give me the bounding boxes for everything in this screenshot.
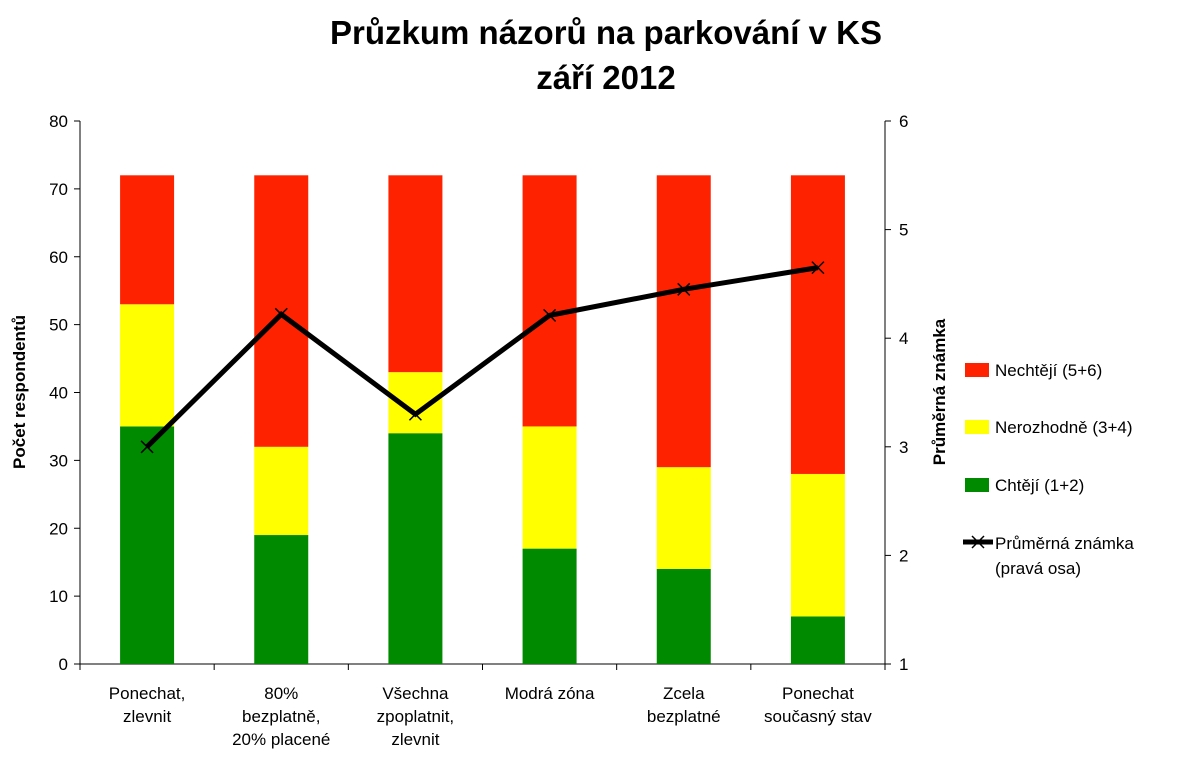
- bar-segment: [388, 433, 443, 664]
- bar-segment: [254, 175, 309, 447]
- line-point: [140, 440, 154, 454]
- chart-title-line-1: Průzkum názorů na parkování v KS: [330, 14, 882, 51]
- x-tick-label: Ponechat: [782, 684, 854, 703]
- bar-segment: [254, 446, 309, 536]
- y2-axis-title: Průměrná známka: [930, 318, 949, 465]
- legend-label: Průměrná známka: [995, 534, 1134, 553]
- legend-swatch: [965, 478, 989, 492]
- x-tick-label: Ponechat,: [109, 684, 186, 703]
- x-tick-label: 80%: [264, 684, 298, 703]
- line-point: [408, 407, 422, 421]
- bar-segment: [522, 175, 577, 427]
- bar-segment: [656, 467, 711, 569]
- x-tick-label: zpoplatnit,: [377, 707, 455, 726]
- legend-label: Chtějí (1+2): [995, 476, 1084, 495]
- legend-line-marker: [971, 535, 985, 549]
- y-tick-label: 70: [49, 180, 68, 199]
- legend-label: Nechtějí (5+6): [995, 361, 1102, 380]
- y-tick-label: 60: [49, 248, 68, 267]
- bar-segment: [120, 175, 175, 305]
- y-tick-label: 30: [49, 451, 68, 470]
- bar-segment: [254, 535, 309, 664]
- x-tick-label: Modrá zóna: [505, 684, 595, 703]
- bar-segment: [120, 426, 175, 664]
- y2-tick-label: 5: [899, 221, 908, 240]
- legend-label: Nerozhodně (3+4): [995, 418, 1133, 437]
- x-tick-label: bezplatné: [647, 707, 721, 726]
- bar-segment: [522, 426, 577, 549]
- x-tick-label: Všechna: [382, 684, 449, 703]
- y2-tick-label: 6: [899, 112, 908, 131]
- line-point: [543, 308, 557, 322]
- x-tick-label: 20% placené: [232, 730, 330, 749]
- y-tick-label: 10: [49, 587, 68, 606]
- y2-tick-label: 1: [899, 655, 908, 674]
- y-tick-label: 50: [49, 316, 68, 335]
- legend-swatch: [965, 420, 989, 434]
- y-tick-label: 40: [49, 384, 68, 403]
- line-point: [677, 282, 691, 296]
- bar-segment: [790, 175, 845, 474]
- bar-segment: [388, 175, 443, 373]
- bar-segment: [656, 568, 711, 664]
- y2-tick-label: 3: [899, 438, 908, 457]
- bar-segment: [790, 473, 845, 617]
- bar-segment: [656, 175, 711, 468]
- legend: Nechtějí (5+6) Nerozhodně (3+4) Chtějí (1+…: [963, 361, 1134, 578]
- line-point: [274, 307, 288, 321]
- y-axis-title: Počet respondentů: [10, 315, 29, 469]
- x-tick-label: současný stav: [764, 707, 872, 726]
- series-line: [145, 265, 819, 449]
- legend-swatch: [965, 363, 989, 377]
- y-tick-label: 20: [49, 519, 68, 538]
- bar-segment: [120, 304, 175, 427]
- y-tick-label: 0: [59, 655, 68, 674]
- x-tick-label: Zcela: [663, 684, 705, 703]
- bar-segment: [522, 548, 577, 664]
- plot-area: 0 10 20 30 40 50 60 70 80 1 2 3 4 5 6 Ponechat, zlevnit 8…: [49, 112, 908, 749]
- y-tick-label: 80: [49, 112, 68, 131]
- chart-title-line-2: září 2012: [536, 59, 675, 96]
- legend-label: (pravá osa): [995, 559, 1081, 578]
- x-tick-label: zlevnit: [123, 707, 171, 726]
- y2-tick-label: 4: [899, 329, 908, 348]
- x-tick-label: bezplatně,: [242, 707, 320, 726]
- x-tick-label: zlevnit: [391, 730, 439, 749]
- line-point: [811, 261, 825, 275]
- y2-tick-label: 2: [899, 546, 908, 565]
- bar-segment: [790, 616, 845, 664]
